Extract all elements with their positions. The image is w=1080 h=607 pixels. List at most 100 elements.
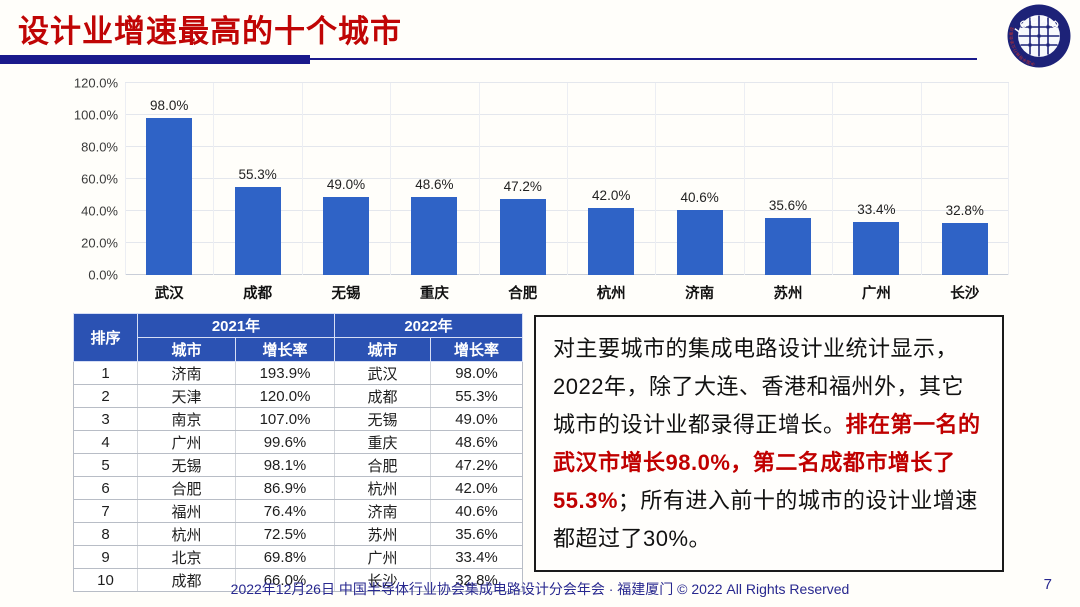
bar-value-label: 33.4% [857,201,896,217]
table-row: 5 无锡 98.1% 合肥 47.2% [73,453,523,477]
table-cell: 苏州 [334,522,431,546]
table-cell: 40.6% [430,499,523,523]
bar-slot: 55.3% [213,83,301,275]
table-row: 9 北京 69.8% 广州 33.4% [73,545,523,569]
table-cell: 7 [73,499,138,523]
x-axis-category-label: 杭州 [596,286,626,302]
table-cell: 3 [73,407,138,431]
table-cell: 南京 [137,407,236,431]
bar-value-label: 49.0% [326,176,366,192]
page-title: 设计业增速最高的十个城市 [18,14,402,49]
bar-slot: 35.6% [744,83,832,275]
bar-slot: 47.2% [479,83,567,275]
bar-苏州 [764,218,811,275]
table-cell: 福州 [137,499,236,523]
table-cell: 98.0% [430,361,523,385]
table-cell: 1 [73,361,138,385]
commentary-text: 对主要城市的集成电路设计业统计显示，2022年，除了大连、香港和福州外，其它城市… [553,336,964,437]
table-cell: 35.6% [430,522,523,546]
x-axis-category-label: 武汉 [154,286,184,302]
table-cell: 重庆 [334,430,431,454]
bar-value-label: 40.6% [680,190,719,206]
bar-value-label: 98.0% [150,98,189,114]
table-cell: 北京 [137,545,236,569]
table-header-row: 排序 2021年 2022年 [73,313,523,362]
table-cell: 5 [73,453,138,477]
gridline [920,83,922,275]
header-sub: 增长率 [430,337,523,362]
gridline [743,83,745,275]
table-row: 3 南京 107.0% 无锡 49.0% [73,407,523,431]
table-row: 2 天津 120.0% 成都 55.3% [73,384,523,408]
bar-成都 [234,186,281,275]
table-cell: 广州 [137,430,236,454]
table-cell: 济南 [137,361,236,385]
table-cell: 120.0% [235,384,335,408]
gridline [390,83,392,275]
page-number: 7 [1043,576,1052,593]
bar-武汉 [146,118,193,275]
bar-杭州 [588,207,635,275]
bar-重庆 [411,197,458,275]
y-axis-tick-label: 80.0% [81,139,118,155]
title-rule-thick [0,55,310,64]
table-cell: 成都 [137,568,236,592]
bar-value-label: 47.2% [503,179,542,195]
bar-无锡 [322,196,369,275]
table-cell: 55.3% [430,384,523,408]
table-cell: 99.6% [235,430,335,454]
table-cell: 33.4% [430,545,523,569]
y-axis-tick-label: 60.0% [81,171,118,187]
x-axis-category-label: 广州 [861,286,891,302]
y-axis-tick-label: 100.0% [73,107,118,123]
bar-slot: 40.6% [655,83,743,275]
commentary-text: ；所有进入前十的城市的设计业增速都超过了30%。 [553,488,978,551]
header-rank: 排序 [73,313,138,362]
gridline [301,83,303,275]
table-cell: 32.8% [430,568,523,592]
table-cell: 6 [73,476,138,500]
table-cell: 济南 [334,499,431,523]
table-cell: 8 [73,522,138,546]
table-cell: 4 [73,430,138,454]
header-sub: 城市 [137,337,236,362]
table-cell: 49.0% [430,407,523,431]
commentary-emphasis: 排在第一名的武汉市增长98.0%，第二名成都市增长了55.3% [553,412,981,513]
table-cell: 天津 [137,384,236,408]
table-cell: 47.2% [430,453,523,477]
gridline [125,83,126,275]
ranking-table-body: 1 济南 193.9% 武汉 98.0% 2 天津 120.0% 成都 55.3% 3 南京 107.0… [73,361,523,592]
table-row: 8 杭州 72.5% 苏州 35.6% [73,522,523,546]
x-axis-category-label: 成都 [243,286,273,302]
table-cell: 66.0% [235,568,335,592]
table-cell: 无锡 [334,407,431,431]
footer-text: 2022年12月26日 中国半导体行业协会集成电路设计分会年会 · 福建厦门 ©… [230,581,850,597]
table-cell: 98.1% [235,453,335,477]
y-axis-tick-label: 120.0% [73,75,118,91]
table-cell: 42.0% [430,476,523,500]
y-axis-tick-label: 40.0% [81,203,118,219]
bar-slot: 32.8% [921,83,1009,275]
x-axis-category-label: 苏州 [773,286,803,302]
bar-value-label: 35.6% [768,198,808,214]
bar-slot: 98.0% [125,83,213,275]
bar-chart: 0.0% 20.0% 40.0% 60.0% 80.0% 100.0% 120.0% 98.0… [0,70,1080,310]
table-cell: 合肥 [334,453,431,477]
table-subheader-row: 城市 增长率 城市 增长率 [74,337,523,362]
table-cell: 48.6% [430,430,523,454]
table-cell: 长沙 [334,568,431,592]
x-axis-category-label: 济南 [685,286,715,302]
bar-slot: 33.4% [832,83,920,275]
table-cell: 9 [73,545,138,569]
header-sub: 增长率 [235,337,335,362]
title-rule-thin [310,58,977,60]
bar-value-label: 32.8% [945,202,984,218]
table-row: 10 成都 66.0% 长沙 32.8% [73,568,523,592]
table-row: 1 济南 193.9% 武汉 98.0% [73,361,523,385]
table-cell: 杭州 [334,476,431,500]
gridline [832,83,834,275]
bar-slot: 48.6% [390,83,478,275]
table-cell: 无锡 [137,453,236,477]
bar-slot: 49.0% [302,83,390,275]
